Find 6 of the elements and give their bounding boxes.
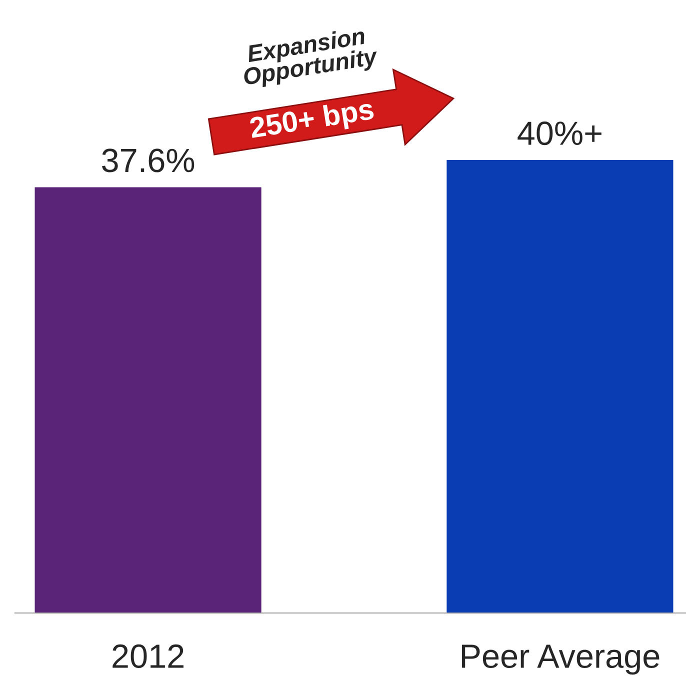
data-label: 37.6% xyxy=(102,148,194,172)
data-label: 40%+ xyxy=(518,122,602,146)
x-tick-label: 2012 xyxy=(112,644,184,668)
text: Expansion Opportunity xyxy=(242,26,380,90)
text: 250+ bps xyxy=(249,98,376,144)
x-tick-label: Peer Average xyxy=(462,644,660,675)
